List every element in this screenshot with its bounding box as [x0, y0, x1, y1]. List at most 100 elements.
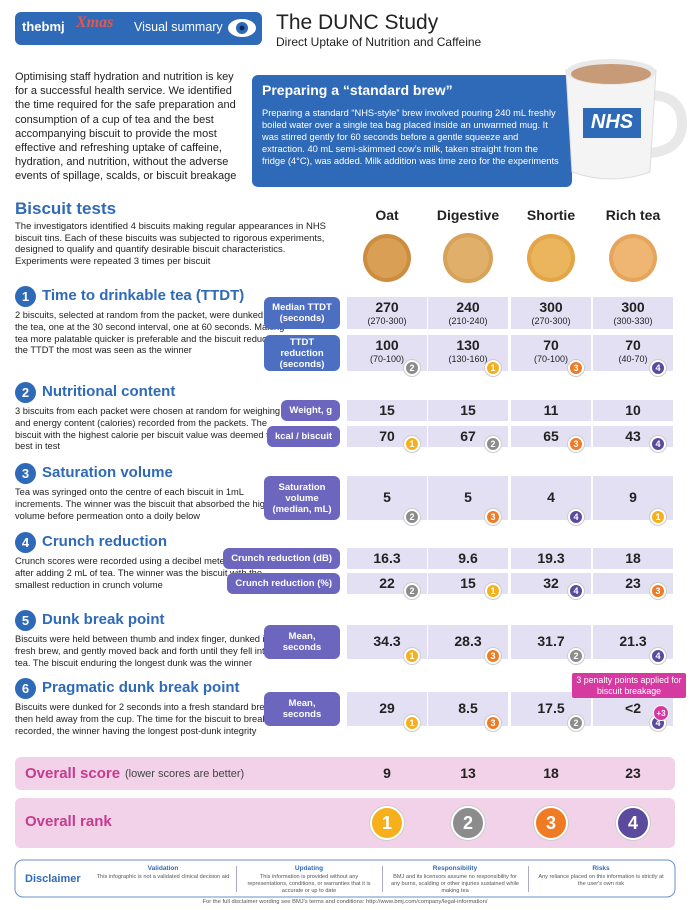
rank-badge: 1: [404, 648, 420, 664]
cell-value: 19.3: [537, 549, 565, 566]
cell-value: 31.7: [537, 633, 565, 649]
row-label: Mean, seconds: [264, 625, 340, 659]
footer-item-text: Any reliance placed on this information …: [538, 874, 664, 887]
visual-summary: Visual summary: [134, 20, 223, 34]
section-number: 2: [15, 382, 36, 403]
footer-item-title: Updating: [294, 865, 324, 872]
cell-value: 32: [543, 574, 559, 591]
cell-value: 15: [460, 574, 476, 591]
row-label: Weight, g: [281, 400, 340, 421]
rank-badge: 1: [650, 509, 666, 525]
cell-bg: [347, 548, 427, 569]
section-text: Tea was syringed onto the centre of each…: [15, 487, 283, 521]
rank-badge: 1: [370, 806, 404, 840]
cell-value: 18: [625, 549, 641, 566]
section-text: Biscuits were dunked for 2 seconds into …: [15, 702, 287, 736]
header-band: [15, 12, 262, 45]
section-number: 4: [15, 532, 36, 553]
cell-value: 22: [379, 574, 395, 591]
cell-bg: [428, 297, 508, 329]
cell-bg: [593, 297, 673, 329]
cell-bg: [593, 548, 673, 569]
row-label: Saturation volume (median, mL): [264, 476, 340, 520]
section-heading: Crunch reduction: [42, 533, 168, 550]
section-heading: Nutritional content: [42, 383, 176, 400]
rank-badge: 4: [568, 583, 584, 599]
rank-badge: 3: [485, 648, 501, 664]
cell-value: 67: [460, 427, 476, 444]
rank-badge: 3: [485, 715, 501, 731]
section-heading: Pragmatic dunk break point: [42, 679, 240, 696]
section-heading: Dunk break point: [42, 611, 165, 628]
column-header: Rich tea: [605, 207, 661, 223]
footer-item-text: This information is provided without any…: [247, 874, 371, 894]
section-text: Biscuits were held between thumb and ind…: [15, 634, 286, 668]
cell-value: 21.3: [619, 633, 647, 649]
cell-bg: [347, 400, 427, 421]
cell-value: 15: [379, 401, 395, 418]
penalty-badge: +3: [653, 705, 669, 721]
cell-value: 9: [629, 489, 637, 505]
cell-value: 270: [375, 299, 399, 315]
cell-range: (70-100): [369, 354, 405, 364]
cell-value: 28.3: [454, 633, 482, 649]
score-value: 23: [625, 765, 641, 781]
score-band: [15, 757, 675, 790]
cell-bg: [347, 297, 427, 329]
rank-badge: 3: [650, 583, 666, 599]
footer-divider: [382, 866, 383, 892]
cell-value: 100: [375, 337, 399, 353]
rank-badge: 1: [404, 715, 420, 731]
cell-value: 70: [379, 427, 395, 444]
mug-label: NHS: [590, 111, 634, 133]
section-text: 3 biscuits from each packet were chosen …: [15, 406, 283, 452]
cell-value: 9.6: [458, 549, 478, 566]
rank-badge: 4: [568, 509, 584, 525]
rank-badge: 2: [404, 583, 420, 599]
cell-value: 8.5: [458, 700, 478, 716]
cell-range: (40-70): [618, 354, 648, 364]
rank-badge: 2: [485, 436, 501, 452]
section-number: 3: [15, 463, 36, 484]
score-label: Overall score: [25, 765, 121, 782]
cell-value: 10: [625, 401, 641, 418]
cell-value: 240: [456, 299, 480, 315]
cell-range: (270-300): [531, 316, 571, 326]
rank-badge: 2: [404, 509, 420, 525]
row-label: TTDT reduction (seconds): [264, 335, 340, 371]
cell-bg: [428, 400, 508, 421]
score-value: 9: [383, 765, 391, 781]
section-heading: Saturation volume: [42, 464, 173, 481]
section-heading: Time to drinkable tea (TTDT): [42, 287, 245, 304]
cell-value: 29: [379, 700, 395, 716]
footer-item-title: Risks: [592, 865, 610, 872]
footer-item-title: Validation: [147, 865, 179, 872]
cell-value: 34.3: [373, 633, 401, 649]
rank-badge: 2: [404, 360, 420, 376]
eye-center: [239, 25, 245, 31]
cell-value: 4: [547, 489, 555, 505]
footer-divider: [528, 866, 529, 892]
cell-value: 17.5: [537, 700, 565, 716]
cell-range: (130-160): [448, 354, 488, 364]
cell-range: (300-330): [613, 316, 653, 326]
footer-item-text: This infographic is not a validated clin…: [96, 874, 230, 880]
section-number: 1: [15, 286, 36, 307]
rank-badge: 3: [485, 509, 501, 525]
section-number: 5: [15, 610, 36, 631]
rank-badge: 1: [485, 583, 501, 599]
cell-value: 300: [539, 299, 563, 315]
rank-badge: 2: [451, 806, 485, 840]
row-label: Mean, seconds: [264, 692, 340, 726]
rank-badge: 3: [534, 806, 568, 840]
cell-value: 70: [543, 337, 559, 353]
footer-divider: [236, 866, 237, 892]
row-label: Crunch reduction (dB): [223, 548, 340, 569]
cell-value: 5: [464, 489, 472, 505]
section-text: Crunch scores were recorded using a deci…: [15, 556, 275, 590]
rank-badge: 3: [568, 436, 584, 452]
rank-badge: 1: [485, 360, 501, 376]
footer-note: For the full disclaimer wording see BMJ'…: [202, 899, 488, 905]
